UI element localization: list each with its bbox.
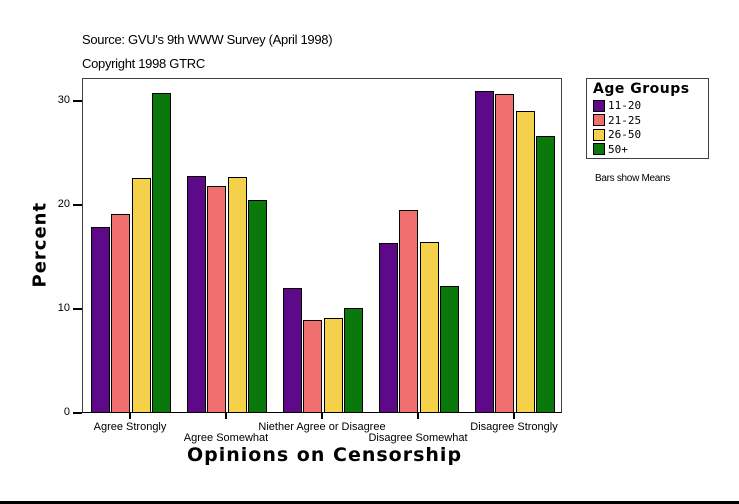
bar-11-20: [187, 175, 206, 413]
x-tick-label: Agree Strongly: [93, 421, 167, 433]
x-tick: [321, 413, 323, 419]
legend-label: 11-20: [608, 99, 642, 112]
legend-item: 11-20: [593, 99, 641, 112]
y-tick-label: 10: [57, 302, 70, 314]
y-tick: [73, 412, 82, 414]
x-tick-label: Agree Somewhat: [183, 432, 269, 444]
bar-26-50: [323, 318, 343, 413]
source-caption: Source: GVU's 9th WWW Survey (April 1998…: [82, 32, 333, 47]
x-tick: [225, 413, 227, 419]
y-tick: [73, 100, 82, 102]
legend-label: 50+: [608, 142, 628, 156]
x-tick: [513, 413, 515, 419]
y-tick: [73, 204, 82, 206]
y-tick-label: 20: [57, 198, 70, 210]
bottom-border: [0, 501, 739, 504]
bar-50+: [535, 136, 555, 413]
x-tick-label: Disagree Strongly: [470, 421, 558, 433]
means-note: Bars show Means: [595, 173, 670, 184]
bar-26-50: [419, 242, 439, 413]
bar-26-50: [515, 111, 535, 413]
bar-26-50: [227, 176, 247, 413]
legend-swatch-icon: [593, 128, 605, 141]
y-tick-label: 30: [57, 94, 70, 106]
bar-11-20: [283, 288, 302, 413]
legend-label: 26-50: [608, 128, 642, 141]
bar-50+: [247, 199, 267, 413]
bar-50+: [343, 307, 363, 413]
bar-11-20: [379, 243, 398, 413]
bar-21-25: [303, 320, 323, 413]
bar-26-50: [131, 177, 151, 413]
legend-swatch-icon: [593, 143, 605, 155]
bar-50+: [439, 286, 459, 413]
y-tick: [73, 308, 82, 310]
legend-title: Age Groups: [593, 81, 690, 97]
x-tick-label: Niether Agree or Disagree: [258, 421, 386, 433]
legend-item: 21-25: [593, 114, 641, 127]
legend-item: 26-50: [593, 128, 641, 141]
bar-21-25: [111, 214, 131, 413]
bar-11-20: [91, 226, 110, 413]
legend-item: 50+: [593, 143, 628, 156]
legend-swatch-icon: [593, 99, 605, 112]
bar-21-25: [207, 186, 227, 413]
x-axis-title: Opinions on Censorship: [187, 444, 463, 466]
bar-11-20: [475, 90, 494, 413]
copyright-caption: Copyright 1998 GTRC: [82, 56, 205, 71]
y-tick-label: 0: [63, 406, 70, 418]
x-tick: [417, 413, 419, 419]
bar-50+: [151, 92, 171, 413]
x-tick: [129, 413, 131, 419]
x-tick-label: Disagree Somewhat: [368, 432, 468, 444]
bar-21-25: [399, 210, 419, 413]
bar-21-25: [495, 93, 515, 413]
y-axis-title: Percent: [29, 201, 51, 288]
legend-swatch-icon: [593, 114, 605, 126]
legend: Age Groups 11-20 21-25 26-50 50+: [586, 78, 709, 159]
legend-label: 21-25: [608, 113, 642, 127]
